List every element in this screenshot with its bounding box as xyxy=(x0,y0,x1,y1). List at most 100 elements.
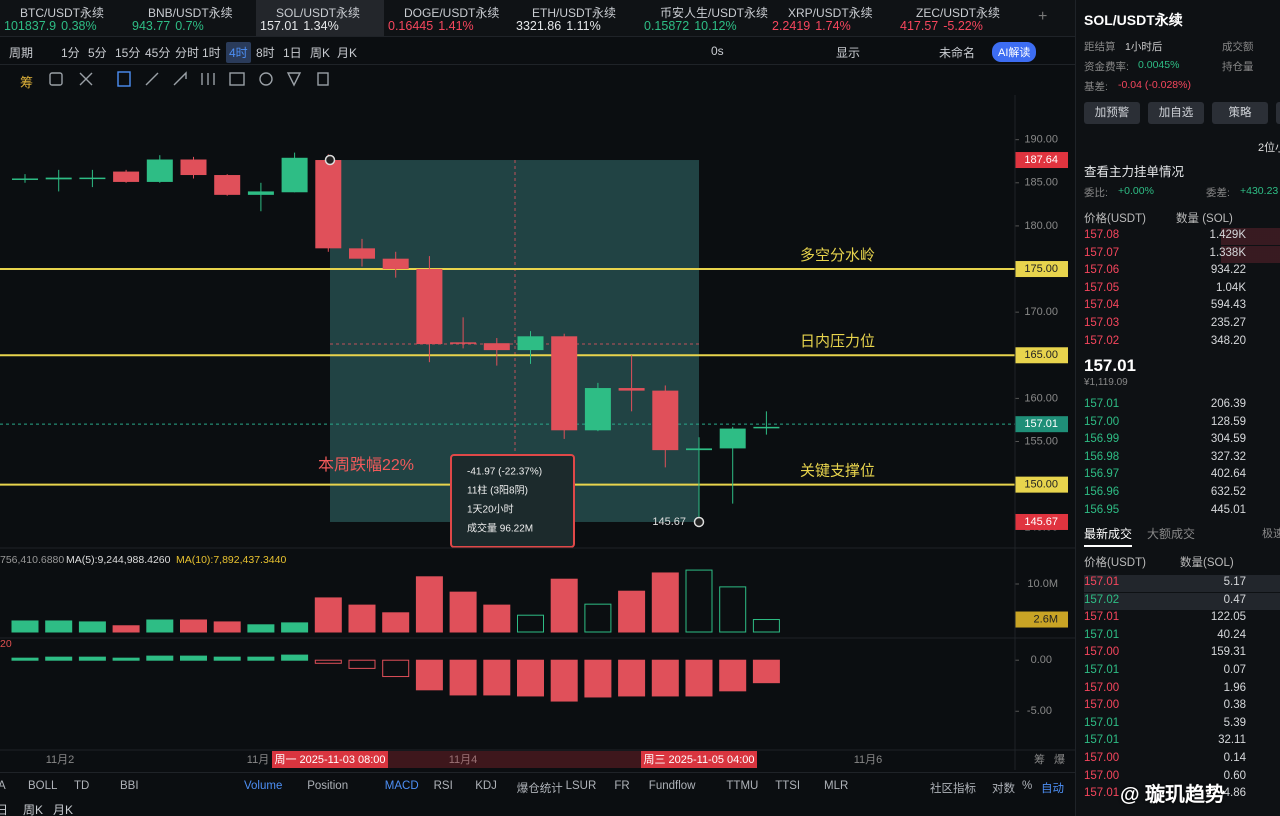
time-label: 11月4 xyxy=(449,754,478,766)
interval[interactable]: 1分 xyxy=(61,46,80,60)
community-indicators[interactable]: 社区指标 xyxy=(930,783,976,795)
symbol-tab[interactable]: XRP/USDT永续 2.2419 1.74% xyxy=(768,0,896,36)
trade-qty: 4.86 xyxy=(1223,787,1246,800)
interval[interactable]: 45分 xyxy=(145,46,171,60)
tool-icon[interactable] xyxy=(286,72,302,87)
tool-icon[interactable] xyxy=(145,72,159,86)
macd-bar xyxy=(348,659,376,669)
period-label[interactable]: 周期 xyxy=(9,46,34,60)
tool-icon[interactable] xyxy=(49,72,63,86)
bottom-period[interactable]: 周K xyxy=(23,803,44,816)
symbol-tab[interactable]: ETH/USDT永续 3321.86 1.11% xyxy=(512,0,640,36)
indicator[interactable]: RSI xyxy=(433,780,453,792)
symbol-tab[interactable]: ZEC/USDT永续 417.57 -5.22% xyxy=(896,0,1024,36)
tool-icon[interactable] xyxy=(259,72,273,86)
candle-body xyxy=(584,388,611,431)
bid-qty: 128.59 xyxy=(1210,415,1246,428)
price-badge-label: 157.01 xyxy=(1024,418,1058,430)
level-name: 多空分水岭 xyxy=(800,247,875,264)
indicator[interactable]: TTSI xyxy=(775,780,801,792)
trade-tab[interactable]: 最新成交 xyxy=(1084,525,1133,547)
interval[interactable]: 8时 xyxy=(256,46,275,60)
log-toggle[interactable]: 对数 xyxy=(992,783,1015,795)
trade-row: 157.01 4.86 xyxy=(1084,786,1280,803)
indicator[interactable]: 爆仓统计 xyxy=(516,783,563,795)
trade-row: 157.00 0.60 xyxy=(1084,769,1280,786)
candle-body xyxy=(180,159,207,176)
add-tab[interactable]: + xyxy=(1038,8,1048,25)
macd-bar xyxy=(719,659,747,692)
trade-tab[interactable]: 大额成交 xyxy=(1147,527,1196,541)
interval[interactable]: 分时 xyxy=(175,46,200,60)
indicator[interactable]: TTMU xyxy=(726,780,759,792)
panel-button[interactable]: 加预警 xyxy=(1084,102,1140,124)
indicator[interactable]: FR xyxy=(614,780,630,792)
symbol-tab[interactable]: DOGE/USDT永续 0.16445 1.41% xyxy=(384,0,512,36)
fast-toggle[interactable]: 极速 xyxy=(1262,528,1280,540)
indicator[interactable]: BOLL xyxy=(28,780,58,792)
tab-price: 3321.86 xyxy=(516,19,562,33)
indicator[interactable]: A xyxy=(0,780,6,792)
tab-quote: 417.57 -5.22% xyxy=(900,19,983,33)
indicator[interactable]: TD xyxy=(74,780,90,792)
tool-icon[interactable] xyxy=(79,72,93,86)
trade-price: 157.01 xyxy=(1084,628,1120,641)
trade-row: 157.00 0.14 xyxy=(1084,751,1280,768)
bottom-period[interactable]: 日 xyxy=(0,803,9,816)
precision[interactable]: 2位小 xyxy=(1258,142,1280,154)
interval[interactable]: 周K xyxy=(310,46,331,60)
ask-price: 157.05 xyxy=(1084,281,1120,294)
tool-text[interactable]: 筹 xyxy=(20,75,34,90)
tool-icon[interactable] xyxy=(317,72,329,86)
indicator[interactable]: KDJ xyxy=(475,780,497,792)
indicator[interactable]: Volume xyxy=(244,780,283,792)
level-badge-label: 175.00 xyxy=(1024,263,1058,275)
macd-bar xyxy=(618,659,646,697)
symbol-tab[interactable]: BTC/USDT永续 101837.9 0.38% xyxy=(0,0,128,36)
interval[interactable]: 月K xyxy=(337,46,358,60)
trade-qty: 0.14 xyxy=(1223,752,1246,764)
indicator[interactable]: BBI xyxy=(120,780,139,792)
tool-icon[interactable] xyxy=(201,73,215,85)
bid-price: 157.01 xyxy=(1084,398,1120,410)
auto-toggle[interactable]: 自动 xyxy=(1041,783,1064,795)
indicator[interactable]: MLR xyxy=(824,780,849,792)
time-label: 11月6 xyxy=(854,754,883,766)
tab-price: 417.57 xyxy=(900,19,939,33)
tab-change: 1.34% xyxy=(303,19,339,33)
indicator[interactable]: Position xyxy=(307,780,349,792)
interval[interactable]: 5分 xyxy=(88,46,107,60)
indicator[interactable]: MACD xyxy=(384,780,419,792)
interval[interactable]: 1日 xyxy=(283,46,302,60)
indicator[interactable]: LSUR xyxy=(565,780,597,792)
interval[interactable]: 4时 xyxy=(226,42,251,63)
macd-bar xyxy=(651,659,679,697)
symbol-tab[interactable]: SOL/USDT永续 157.01 1.34% xyxy=(256,0,384,36)
time-range xyxy=(388,751,641,768)
trade-qty: 122.05 xyxy=(1210,611,1246,624)
panel-button[interactable] xyxy=(1276,102,1280,124)
layout-name[interactable]: 未命名 xyxy=(939,46,976,60)
indicator[interactable]: Fundflow xyxy=(648,780,696,792)
macd-legend: 20 xyxy=(0,638,12,650)
tool-icon[interactable] xyxy=(229,72,245,86)
tool-icon[interactable] xyxy=(173,71,187,86)
volume-bar xyxy=(483,604,511,633)
depth-link[interactable]: 查看主力挂单情况 xyxy=(1084,165,1185,179)
candle-body xyxy=(483,343,510,351)
interval[interactable]: 1时 xyxy=(202,46,221,60)
ai-button[interactable]: AI解读 xyxy=(992,42,1037,62)
bottom-period[interactable]: 月K xyxy=(53,803,74,816)
symbol-tab[interactable]: BNB/USDT永续 943.77 0.7% xyxy=(128,0,256,36)
panel-button[interactable]: 策略 xyxy=(1212,102,1268,124)
tool-icon[interactable] xyxy=(117,71,131,87)
symbol-tab[interactable]: 币安人生/USDT永续 0.15872 10.12% xyxy=(640,0,768,36)
panel-button[interactable]: 加自选 xyxy=(1148,102,1204,124)
timer: 0s xyxy=(711,44,724,58)
display-button[interactable]: 显示 xyxy=(836,46,861,60)
interval[interactable]: 15分 xyxy=(115,46,141,60)
bid-row: 156.99 304.59 xyxy=(1084,432,1280,449)
pct-toggle[interactable]: % xyxy=(1022,780,1033,792)
ratio-label: 委比: xyxy=(1084,187,1108,199)
